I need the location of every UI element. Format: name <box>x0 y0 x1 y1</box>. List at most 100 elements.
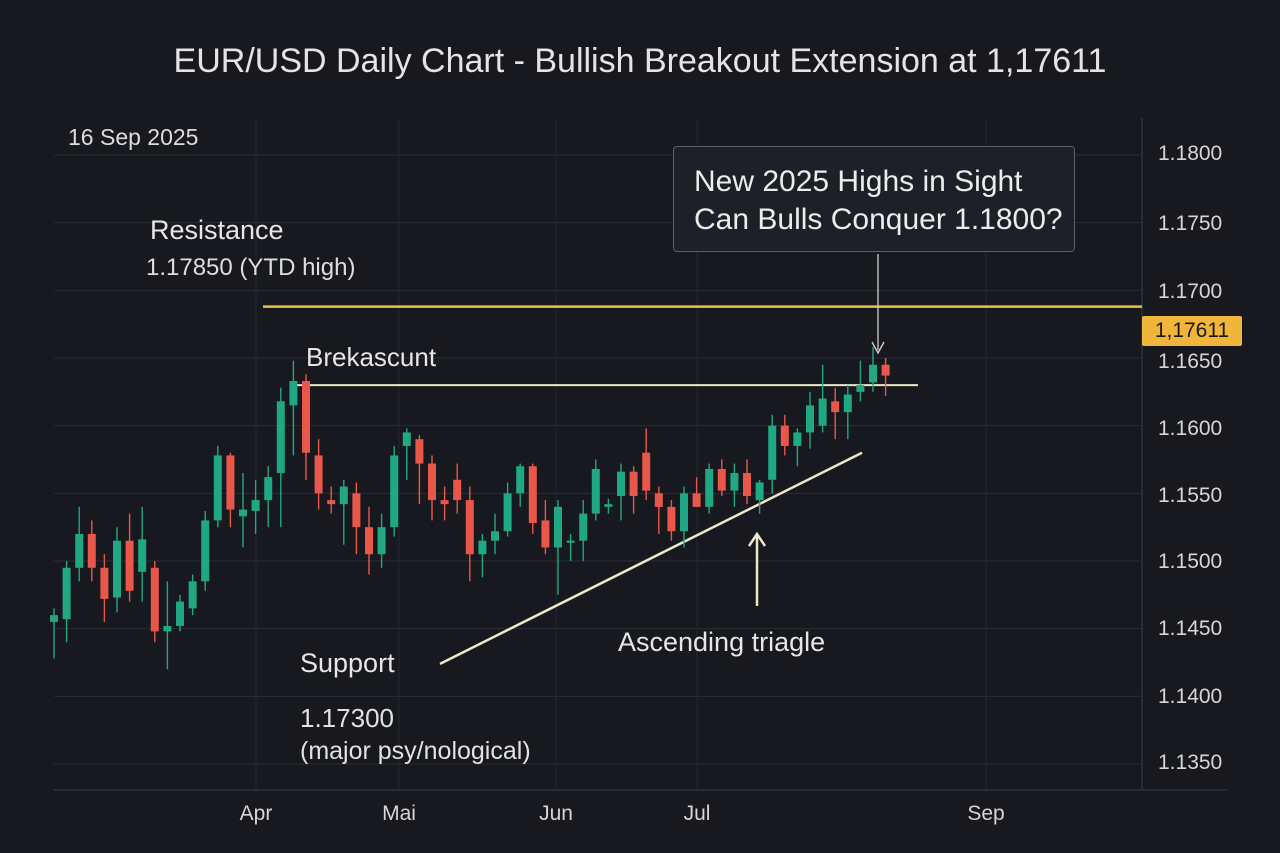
date-label: 16 Sep 2025 <box>68 124 199 150</box>
bullish-candle <box>289 381 298 406</box>
bullish-candle <box>516 466 525 494</box>
bearish-candle <box>717 468 726 491</box>
bearish-candle <box>352 493 361 528</box>
bearish-candle <box>528 466 537 524</box>
bearish-candle <box>302 381 310 453</box>
y-tick-label: 1.1550 <box>1158 484 1223 507</box>
bullish-candle <box>239 509 247 517</box>
bullish-candle <box>869 364 877 383</box>
bullish-candle <box>730 473 739 491</box>
bullish-candle <box>755 482 764 501</box>
bullish-candle <box>604 504 613 507</box>
bullish-candle <box>566 540 575 543</box>
bearish-candle <box>415 439 424 464</box>
current-price-badge: 1,17611 <box>1142 316 1242 346</box>
bullish-candle <box>113 540 121 598</box>
bearish-candle <box>465 500 474 555</box>
bullish-candle <box>75 533 84 568</box>
x-tick-label: Apr <box>239 802 273 825</box>
bullish-candle <box>251 500 260 511</box>
resistance-value: 1.17850 (YTD high) <box>146 254 356 281</box>
y-tick-label: 1.1750 <box>1158 212 1223 235</box>
bearish-candle <box>125 540 134 591</box>
y-tick-label: 1.1350 <box>1158 751 1223 774</box>
x-tick-label: Jun <box>539 802 573 825</box>
y-tick-label: 1.1800 <box>1158 142 1223 165</box>
bearish-candle <box>100 567 109 599</box>
bullish-candle <box>705 468 714 507</box>
bearish-candle <box>87 533 96 568</box>
bullish-candle <box>50 615 58 622</box>
bearish-candle <box>654 493 663 507</box>
bullish-candle <box>554 506 562 548</box>
bearish-candle <box>541 520 550 548</box>
bearish-candle <box>428 463 436 501</box>
y-tick-label: 1.1450 <box>1158 617 1223 640</box>
bearish-candle <box>780 425 789 446</box>
support-value: 1.17300 <box>300 703 394 733</box>
bearish-candle <box>692 493 701 507</box>
resistance-label: Resistance <box>150 215 284 245</box>
bullish-candle <box>478 540 487 555</box>
bullish-candle <box>768 425 777 480</box>
bullish-candle <box>188 581 197 609</box>
x-tick-label: Mai <box>382 802 416 825</box>
callout-line-1: New 2025 Highs in Sight <box>694 165 1023 198</box>
bearish-candle <box>667 506 676 532</box>
bullish-candle <box>201 520 210 582</box>
chart-title: EUR/USD Daily Chart - Bullish Breakout E… <box>173 42 1107 80</box>
bearish-candle <box>327 500 336 505</box>
bearish-candle <box>150 567 159 632</box>
y-tick-label: 1.1700 <box>1158 280 1223 303</box>
bullish-candle <box>62 567 71 620</box>
support-trendline <box>439 451 863 665</box>
bullish-candle <box>176 601 184 626</box>
bullish-candle <box>793 432 802 446</box>
support-note: (major psy/nological) <box>300 737 531 765</box>
bullish-candle <box>806 405 814 433</box>
bearish-candle <box>629 471 638 497</box>
bullish-candle <box>843 394 852 413</box>
bearish-candle <box>314 455 323 494</box>
callout-arrowhead <box>871 341 885 355</box>
y-tick-label: 1.1400 <box>1158 685 1223 708</box>
y-tick-label: 1.1500 <box>1158 550 1223 573</box>
bullish-candle <box>390 455 399 528</box>
bullish-candle <box>213 455 222 521</box>
x-tick-label: Jul <box>683 802 711 825</box>
bearish-candle <box>453 479 462 501</box>
bullish-candle <box>264 477 273 501</box>
breakout-label: Brekascunt <box>306 342 437 372</box>
bearish-candle <box>743 473 751 497</box>
bullish-candle <box>617 471 625 497</box>
callout-box: New 2025 Highs in Sight Can Bulls Conque… <box>673 146 1075 252</box>
bearish-candle <box>642 452 651 491</box>
x-tick-label: Sep <box>967 802 1005 825</box>
bullish-candle <box>680 493 688 532</box>
bullish-candle <box>377 527 386 555</box>
callout-line-2: Can Bulls Conquer 1.1800? <box>694 203 1063 236</box>
triangle-label: Ascending triagle <box>618 627 826 657</box>
bullish-candle <box>818 398 827 426</box>
bullish-candle <box>163 625 172 632</box>
bullish-candle <box>591 468 600 514</box>
bearish-candle <box>365 527 373 555</box>
support-label: Support <box>300 648 395 678</box>
bullish-candle <box>856 385 865 392</box>
y-tick-label: 1.1650 <box>1158 350 1223 373</box>
bearish-candle <box>440 500 449 505</box>
bearish-candle <box>226 455 235 510</box>
bullish-candle <box>276 401 285 474</box>
bullish-candle <box>491 531 499 541</box>
bullish-candle <box>402 432 411 446</box>
triangle-arrowhead <box>747 531 767 547</box>
bullish-candle <box>503 493 512 532</box>
bullish-candle <box>579 513 588 541</box>
y-tick-label: 1.1600 <box>1158 417 1223 440</box>
bullish-candle <box>339 486 348 505</box>
bearish-candle <box>881 364 890 376</box>
bearish-candle <box>831 401 840 413</box>
bullish-candle <box>138 539 147 572</box>
